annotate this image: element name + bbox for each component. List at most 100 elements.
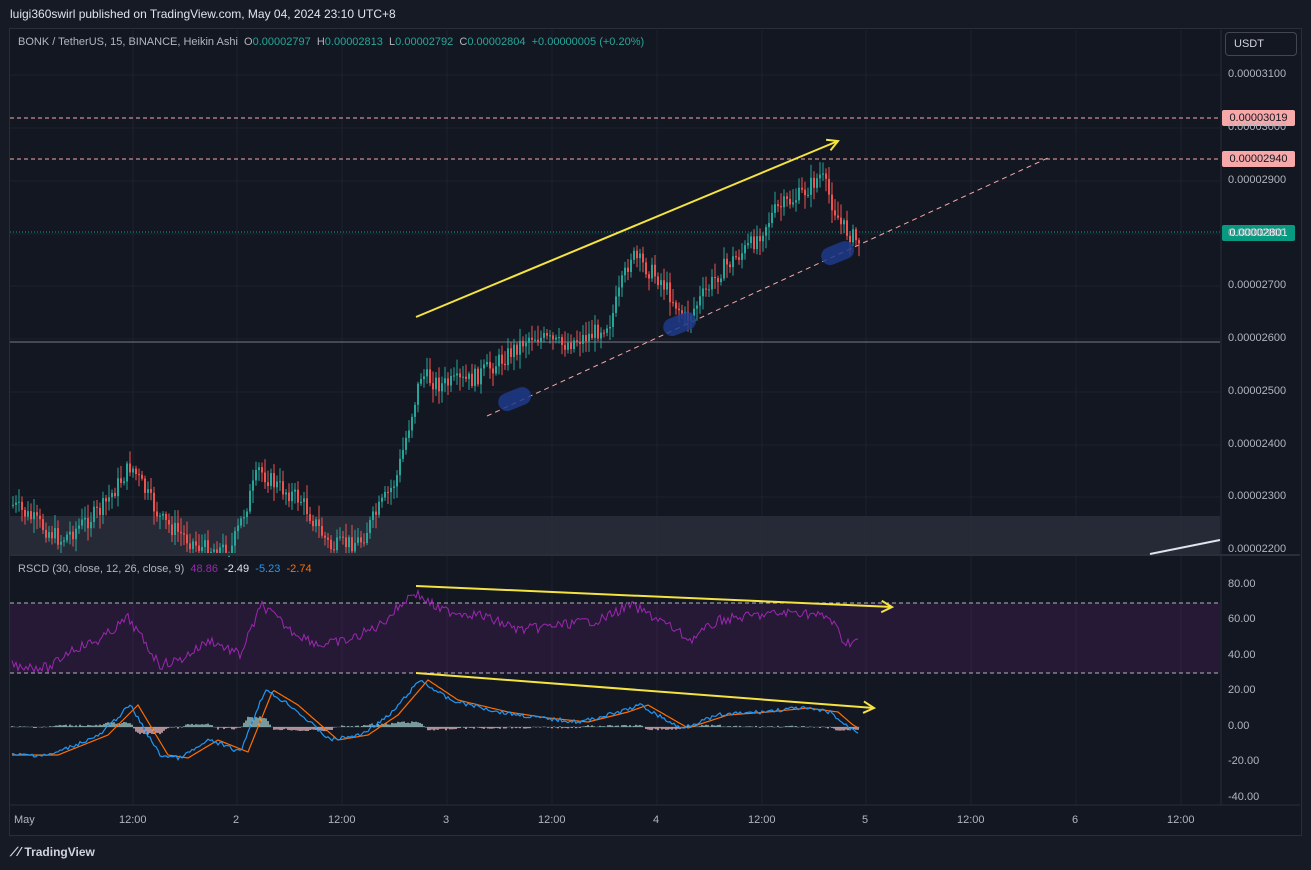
candle-body (528, 337, 530, 343)
symbol-legend: BONK / TetherUS, 15, BINANCE, Heikin Ash… (18, 36, 644, 48)
candle-body (681, 310, 683, 315)
candle-body (216, 549, 218, 553)
candle-body (795, 200, 797, 203)
symbol-title[interactable]: BONK / TetherUS, 15, BINANCE, Heikin Ash… (18, 36, 238, 48)
candle-body (366, 532, 368, 543)
candle-body (645, 262, 647, 275)
candle-body (357, 537, 359, 543)
candle-body (453, 375, 455, 377)
candle-body (294, 489, 296, 492)
candle-body (48, 532, 50, 538)
candle-body (390, 487, 392, 493)
candle-body (414, 404, 416, 417)
time-tick-label: 12:00 (748, 814, 776, 826)
candle-body (246, 511, 248, 518)
candle-body (381, 497, 383, 502)
candle-body (708, 289, 710, 291)
candle-body (201, 547, 203, 552)
candle-body (435, 377, 437, 390)
candle-body (471, 373, 473, 386)
candle-body (168, 519, 170, 525)
low-label: L (389, 36, 396, 48)
candle-body (225, 544, 227, 553)
candle-body (579, 342, 581, 344)
candle-body (198, 545, 200, 552)
price-tick-label: 0.00002800 (1228, 227, 1287, 239)
candle-body (51, 532, 53, 539)
time-tick-label: 12:00 (957, 814, 985, 826)
indicator-tick-label: -40.00 (1228, 791, 1260, 803)
candle-body (639, 253, 641, 259)
candle-body (270, 473, 272, 486)
tradingview-logo[interactable]: ⟋⁄ TradingView (10, 845, 95, 860)
candle-body (57, 528, 59, 545)
candle-body (255, 470, 257, 481)
candle-body (459, 373, 461, 378)
candle-body (816, 178, 818, 188)
candle-body (726, 258, 728, 265)
candle-body (699, 296, 701, 306)
candle-body (21, 501, 23, 510)
open-value: 0.00002797 (252, 36, 311, 48)
indicator-legend[interactable]: RSCD (30, close, 12, 26, close, 9) 48.86… (18, 563, 312, 575)
candle-body (738, 257, 740, 260)
candle-body (144, 478, 146, 493)
candle-body (351, 537, 353, 552)
candle-body (354, 542, 356, 552)
candle-body (189, 543, 191, 550)
candle-body (324, 535, 326, 538)
candle-body (801, 187, 803, 190)
candle-body (81, 519, 83, 526)
candle-body (468, 373, 470, 379)
candle-body (231, 545, 233, 553)
candle-body (348, 537, 350, 548)
indicator-hist-value: -2.49 (224, 563, 250, 575)
candle-body (819, 174, 821, 179)
candle-body (174, 522, 176, 536)
currency-button[interactable]: USDT (1225, 32, 1297, 56)
candle-body (501, 354, 503, 364)
candle-body (591, 333, 593, 338)
candle-body (156, 511, 158, 517)
candle-body (723, 258, 725, 279)
candle-body (783, 196, 785, 208)
candle-body (531, 337, 533, 340)
candle-body (669, 282, 671, 303)
candle-body (612, 312, 614, 327)
candle-body (465, 376, 467, 379)
candle-body (792, 202, 794, 205)
price-tag-mid-line: 0.00002940 (1222, 151, 1295, 167)
highlight-marker (663, 312, 697, 337)
price-tick-label: 0.00002400 (1228, 438, 1287, 450)
candle-body (342, 536, 344, 538)
low-value: 0.00002792 (395, 36, 454, 48)
candle-body (87, 517, 89, 529)
candle-body (600, 332, 602, 339)
candle-body (519, 340, 521, 355)
candle-body (555, 337, 557, 340)
candle-body (621, 275, 623, 288)
rsi-annotation-arrow (415, 585, 893, 608)
candle-body (432, 383, 434, 390)
candle-body (312, 520, 314, 527)
candle-body (360, 537, 362, 543)
indicator-tick-label: -20.00 (1228, 755, 1260, 767)
candle-body (495, 366, 497, 374)
candle-body (333, 549, 335, 551)
chart-frame[interactable] (9, 28, 1302, 836)
candle-body (114, 492, 116, 497)
candle-body (228, 555, 230, 557)
candle-body (192, 541, 194, 550)
candle-body (513, 344, 515, 358)
candle-body (63, 540, 65, 542)
candle-body (642, 253, 644, 263)
rsi-annotation-arrow-head (880, 599, 895, 614)
candle-body (309, 514, 311, 521)
candle-body (858, 240, 860, 244)
time-tick-label: 4 (653, 814, 660, 826)
candle-body (78, 525, 80, 529)
candle-body (789, 198, 791, 205)
candle-body (567, 342, 569, 350)
candle-body (480, 368, 482, 385)
